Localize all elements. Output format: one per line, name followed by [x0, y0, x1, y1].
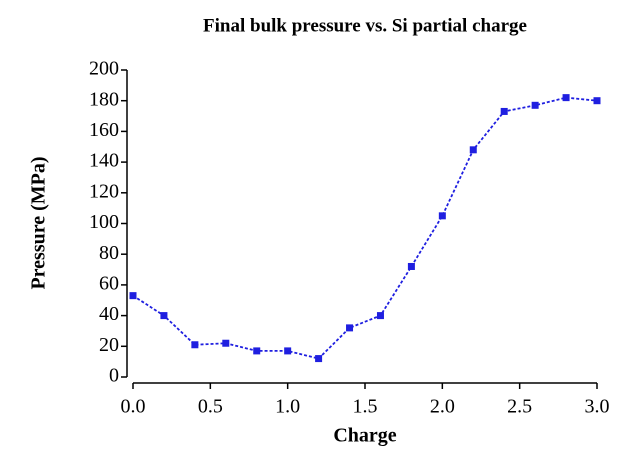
- marker: [191, 341, 199, 349]
- x-tick-label: 1.5: [353, 396, 378, 418]
- marker: [129, 292, 137, 300]
- y-tick-label: 200: [89, 58, 119, 80]
- y-tick-label: 160: [89, 119, 119, 141]
- marker: [469, 146, 477, 154]
- marker: [562, 94, 570, 102]
- marker: [407, 262, 415, 270]
- marker: [500, 107, 508, 115]
- marker: [315, 355, 323, 363]
- y-tick-label: 80: [99, 242, 119, 264]
- marker: [376, 312, 384, 320]
- x-tick-label: 0.5: [198, 396, 223, 418]
- x-tick-label: 0.0: [121, 396, 146, 418]
- y-tick-label: 140: [89, 150, 119, 172]
- marker: [593, 97, 601, 105]
- line: [132, 96, 598, 360]
- x-tick-label: 2.5: [507, 396, 532, 418]
- y-tick-label: 40: [99, 303, 119, 325]
- marker: [346, 324, 354, 332]
- chart-title: Final bulk pressure vs. Si partial charg…: [203, 15, 527, 36]
- x-tick-label: 3.0: [585, 396, 610, 418]
- y-tick-label: 180: [89, 88, 119, 110]
- y-tick-label: 120: [89, 180, 119, 202]
- x-tick-label: 2.0: [430, 396, 455, 418]
- y-tick-label: 60: [99, 272, 119, 294]
- marker: [253, 347, 261, 355]
- y-axis-label: Pressure (MPa): [28, 156, 50, 289]
- marker: [160, 312, 168, 320]
- marker: [438, 212, 446, 220]
- marker: [284, 347, 292, 355]
- y-tick-label: 20: [99, 334, 119, 356]
- x-tick-label: 1.0: [275, 396, 300, 418]
- marker: [531, 101, 539, 109]
- y-tick-label: 100: [89, 211, 119, 233]
- marker: [222, 339, 230, 347]
- y-tick-label: 0: [109, 365, 119, 387]
- x-axis-label: Charge: [333, 425, 396, 447]
